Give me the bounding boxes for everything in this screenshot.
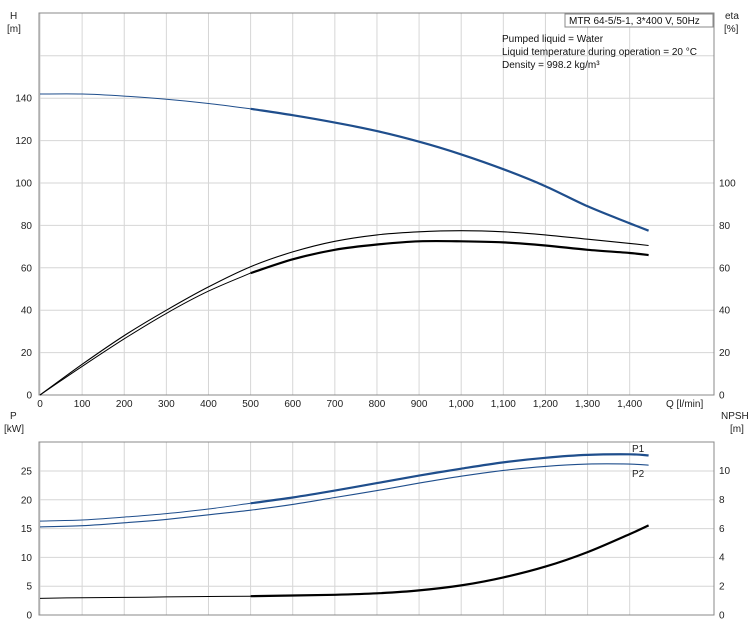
model-label: MTR 64-5/5-1, 3*400 V, 50Hz xyxy=(569,16,700,27)
bottom-left-tick-label: 25 xyxy=(21,467,33,478)
top-right-axis-label: eta xyxy=(725,11,739,22)
bottom-right-tick-label: 0 xyxy=(719,611,725,622)
axis-ticks: 0 100 200 300 400 500 600 700 800 900 1,000 1,100 1,… xyxy=(15,94,736,622)
efficiency-lower-curve-start xyxy=(39,272,251,396)
x-tick-label: 700 xyxy=(326,399,343,410)
curves xyxy=(39,93,650,599)
top-left-tick-label: 120 xyxy=(15,136,32,147)
top-left-tick-label: 60 xyxy=(21,263,33,274)
x-tick-label: 600 xyxy=(284,399,301,410)
x-tick-label: 300 xyxy=(158,399,175,410)
bottom-left-axis-label: P xyxy=(10,411,17,422)
top-left-tick-label: 20 xyxy=(21,348,33,359)
x-tick-label: 200 xyxy=(116,399,133,410)
bottom-left-axis-unit: [kW] xyxy=(4,424,24,435)
top-right-axis-unit: [%] xyxy=(724,24,739,35)
x-tick-label: 1,300 xyxy=(575,399,600,410)
bottom-right-tick-label: 2 xyxy=(719,582,725,593)
bottom-right-axis-unit: [m] xyxy=(730,424,744,435)
bottom-right-tick-label: 8 xyxy=(719,495,725,506)
x-tick-label: 1,000 xyxy=(449,399,474,410)
p1-curve xyxy=(250,453,649,505)
bottom-chart-grid xyxy=(39,442,714,615)
bottom-right-tick-label: 6 xyxy=(719,524,725,535)
top-right-tick-label: 0 xyxy=(719,391,725,402)
top-chart-grid xyxy=(39,13,714,395)
bottom-right-axis-label: NPSH xyxy=(721,411,749,422)
top-right-tick-label: 60 xyxy=(719,263,731,274)
top-left-tick-label: 80 xyxy=(21,221,33,232)
series-label-p2: P2 xyxy=(632,469,645,480)
top-left-tick-label: 40 xyxy=(21,306,33,317)
p2-curve xyxy=(39,463,649,528)
top-right-tick-label: 100 xyxy=(719,179,736,190)
npsh-curve-start xyxy=(39,595,251,599)
x-tick-label: 400 xyxy=(200,399,217,410)
bottom-left-tick-label: 0 xyxy=(26,611,32,622)
top-left-tick-label: 140 xyxy=(15,94,32,105)
head-curve xyxy=(250,107,649,232)
npsh-curve xyxy=(250,524,650,598)
top-left-axis-unit: [m] xyxy=(7,24,21,35)
x-tick-label: 800 xyxy=(369,399,386,410)
x-tick-label: 1,100 xyxy=(491,399,516,410)
bottom-left-tick-label: 5 xyxy=(26,582,32,593)
bottom-left-tick-label: 20 xyxy=(21,495,33,506)
x-tick-label: 1,200 xyxy=(533,399,558,410)
info-line-density: Density = 998.2 kg/m³ xyxy=(502,60,600,71)
bottom-right-tick-label: 10 xyxy=(719,466,731,477)
top-left-tick-label: 100 xyxy=(15,179,32,190)
efficiency-lower-curve xyxy=(250,239,649,275)
p1-curve-start xyxy=(39,502,251,522)
x-tick-label: 500 xyxy=(242,399,259,410)
top-right-tick-label: 20 xyxy=(719,348,731,359)
bottom-left-tick-label: 10 xyxy=(21,553,33,564)
x-tick-label: 900 xyxy=(411,399,428,410)
top-left-tick-label: 0 xyxy=(26,391,32,402)
series-label-p1: P1 xyxy=(632,444,645,455)
x-tick-label: 1,400 xyxy=(617,399,642,410)
x-axis-label: Q [l/min] xyxy=(666,399,703,410)
x-tick-label: 0 xyxy=(37,399,43,410)
model-box xyxy=(564,13,714,28)
top-left-axis-label: H xyxy=(10,11,17,22)
info-line-temperature: Liquid temperature during operation = 20… xyxy=(502,47,697,58)
top-right-tick-label: 40 xyxy=(719,306,731,317)
bottom-chart-frame xyxy=(38,441,715,616)
bottom-left-tick-label: 15 xyxy=(21,524,33,535)
top-chart-frame xyxy=(38,12,715,396)
x-tick-label: 100 xyxy=(74,399,91,410)
bottom-right-tick-label: 4 xyxy=(719,553,725,564)
efficiency-upper-curve xyxy=(39,230,649,396)
info-line-liquid: Pumped liquid = Water xyxy=(502,34,604,45)
top-right-tick-label: 80 xyxy=(719,221,731,232)
head-curve-start xyxy=(39,93,251,110)
